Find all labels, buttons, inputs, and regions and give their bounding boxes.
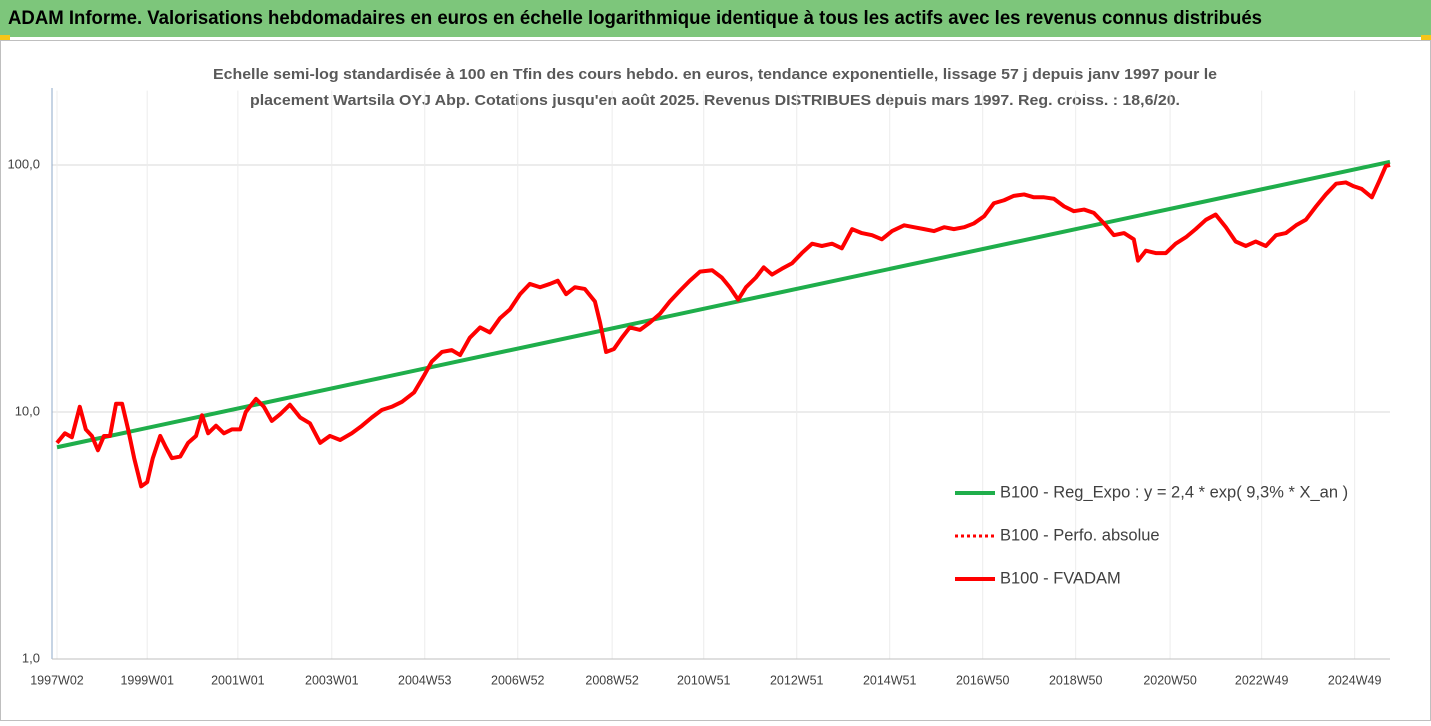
x-tick-label: 2008W52 [585, 673, 639, 687]
corner-mark [1421, 35, 1431, 41]
chart-subtitle: placement Wartsila OYJ Abp. Cotations ju… [250, 92, 1180, 109]
x-tick-label: 2006W52 [491, 673, 545, 687]
x-tick-label: 2010W51 [677, 673, 731, 687]
x-tick-label: 2004W53 [398, 673, 452, 687]
y-tick-label: 10,0 [15, 403, 40, 418]
chart-frame [0, 40, 1431, 721]
chart-subtitle: Echelle semi-log standardisée à 100 en T… [213, 66, 1217, 83]
x-tick-label: 2016W50 [956, 673, 1010, 687]
corner-mark [0, 35, 10, 41]
x-tick-label: 2014W51 [863, 673, 917, 687]
legend-label: B100 - Reg_Expo : y = 2,4 * exp( 9,3% * … [1000, 483, 1348, 501]
chart-title: ADAM Informe. Valorisations hebdomadaire… [8, 8, 1262, 29]
x-tick-label: 2024W49 [1328, 673, 1382, 687]
header-bar [0, 0, 1431, 37]
x-tick-label: 2003W01 [305, 673, 359, 687]
x-tick-label: 1999W01 [120, 673, 174, 687]
legend-label: B100 - Perfo. absolue [1000, 526, 1160, 544]
series-line [55, 163, 1391, 489]
series-line [56, 159, 1391, 450]
x-tick-label: 2012W51 [770, 673, 824, 687]
x-tick-label: 2022W49 [1235, 673, 1289, 687]
x-tick-label: 1997W02 [30, 673, 84, 687]
x-tick-label: 2020W50 [1143, 673, 1197, 687]
x-tick-label: 2001W01 [211, 673, 265, 687]
y-tick-label: 100,0 [7, 156, 40, 171]
x-tick-label: 2018W50 [1049, 673, 1103, 687]
y-tick-label: 1,0 [22, 650, 40, 665]
legend-label: B100 - FVADAM [1000, 569, 1121, 587]
